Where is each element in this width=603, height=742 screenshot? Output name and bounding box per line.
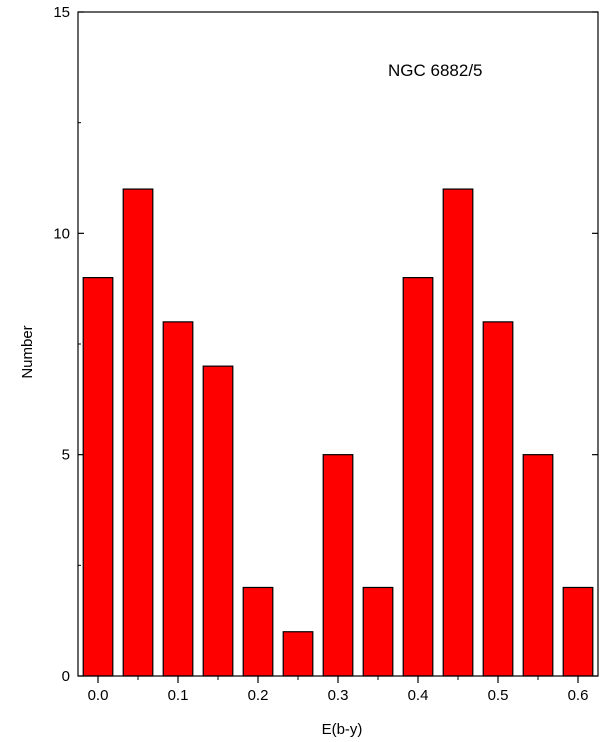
- x-tick-label: 0.0: [88, 687, 109, 704]
- bars-group: [82, 188, 594, 677]
- bar: [82, 277, 114, 677]
- bar: [242, 586, 274, 677]
- y-tick-label: 0: [62, 668, 70, 685]
- cluster-annotation: NGC 6882/5: [388, 61, 483, 80]
- x-tick-label: 0.2: [248, 687, 269, 704]
- y-tick-label: 5: [62, 447, 70, 464]
- bar: [442, 188, 474, 677]
- x-tick-label: 0.3: [328, 687, 349, 704]
- bar: [162, 321, 194, 677]
- y-tick-label: 10: [53, 225, 70, 242]
- bar: [122, 188, 154, 677]
- bar: [482, 321, 514, 677]
- x-tick-label: 0.1: [168, 687, 189, 704]
- x-tick-label: 0.4: [408, 687, 429, 704]
- x-tick-label: 0.6: [568, 687, 589, 704]
- y-axis-label: Number: [19, 325, 36, 378]
- axes-group: 0 5 10 15 0.0 0.1 0.2 0.3 0.4 0.5 0.6: [53, 4, 599, 704]
- bar: [522, 454, 554, 677]
- y-tick-label: 15: [53, 4, 70, 21]
- x-axis-label: E(b-y): [322, 721, 363, 738]
- bar: [402, 277, 434, 677]
- bar: [202, 365, 234, 677]
- bar: [562, 586, 594, 677]
- bar: [362, 586, 394, 677]
- bar: [282, 631, 314, 677]
- x-tick-label: 0.5: [488, 687, 509, 704]
- bar: [322, 454, 354, 677]
